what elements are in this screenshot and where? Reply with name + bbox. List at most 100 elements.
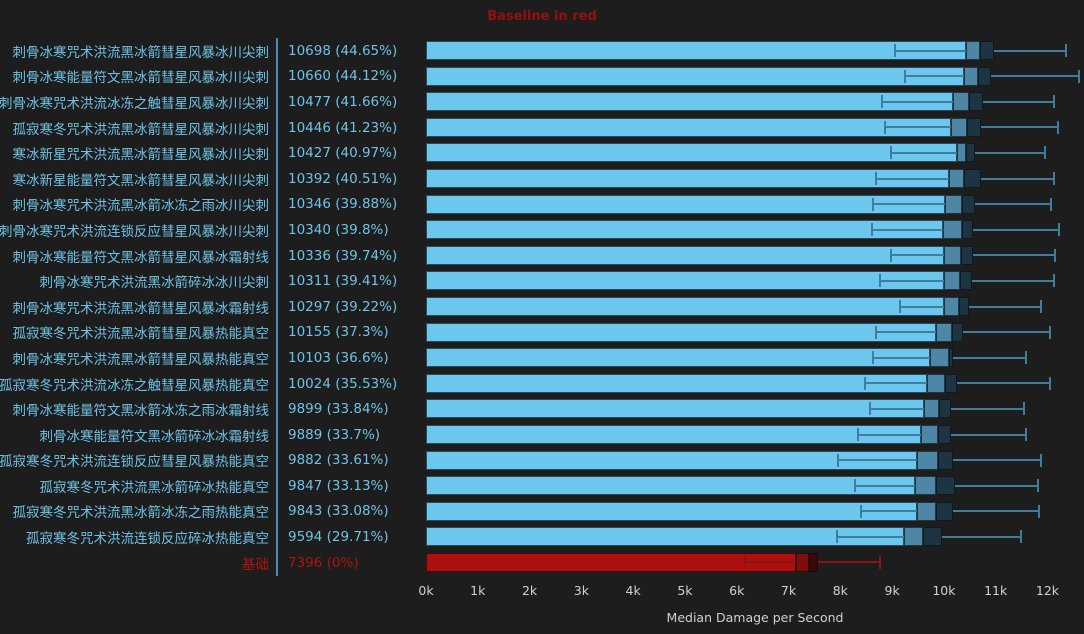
bar-row [426, 320, 1084, 346]
build-label: 刺骨冰寒咒术洪流冰冻之触彗星风暴冰川尖刺 [0, 95, 269, 112]
bar-segment-median-fill [426, 424, 921, 444]
whisker-line [875, 331, 1050, 334]
bar-segment-q1-median [935, 322, 952, 342]
build-label: 孤寂寒冬咒术洪流黑冰箭彗星风暴热能真空 [12, 326, 270, 343]
bar-segment-q1-median [930, 348, 950, 368]
dps-value: 10477 (41.66%) [288, 93, 398, 110]
whisker-cap-high [1024, 427, 1027, 441]
whisker-cap-high [1048, 376, 1051, 390]
whisker-cap-high [879, 555, 882, 569]
dps-value: 10427 (40.97%) [288, 145, 398, 162]
bar-segment-median-fill [426, 117, 951, 137]
bar-segment-q1-median [903, 527, 923, 547]
bar-segment-median-fill [426, 322, 936, 342]
bar-segment-median-fill [426, 194, 946, 214]
bar-segment-q1-median [944, 271, 960, 291]
bar-row [426, 115, 1084, 141]
bar-segment-median-q3 [935, 501, 953, 521]
bar-rows [426, 38, 1084, 575]
bar-segment-median-fill [426, 41, 966, 60]
bar-segment-q1-median [944, 296, 960, 316]
whisker-line [900, 305, 1041, 308]
whisker-cap-low [884, 120, 887, 134]
x-tick-label: 10k [932, 583, 956, 599]
bar-segment-median-fill [426, 168, 949, 188]
whisker-cap-high [1052, 95, 1055, 109]
x-tick-label: 5k [677, 583, 693, 599]
bar-row [426, 243, 1084, 269]
bar-segment-q1-median [917, 501, 936, 521]
whisker-cap-low [889, 146, 892, 160]
x-tick-label: 9k [884, 583, 900, 599]
build-label: 刺骨冰寒咒术洪流连锁反应彗星风暴冰川尖刺 [0, 223, 269, 240]
bar-segment-q1-median [943, 220, 962, 240]
bar-segment-median-fill [426, 143, 958, 163]
bar-segment-median-q3 [922, 527, 943, 547]
build-label: 孤寂寒冬咒术洪流连锁反应碎冰热能真空 [26, 531, 269, 548]
bar-row [426, 371, 1084, 397]
bar-segment-median-fill [426, 501, 918, 521]
bar-segment-median-q3 [938, 424, 951, 444]
whisker-cap-high [1024, 351, 1027, 365]
whisker-cap-low [874, 171, 877, 185]
build-label: 刺骨冰寒能量符文黑冰箭碎冰冰霜射线 [39, 428, 270, 445]
dps-value: 10446 (41.23%) [288, 119, 398, 136]
bar-segment-median-q3 [980, 41, 994, 60]
build-label: 孤寂寒冬咒术洪流黑冰箭冰冻之雨热能真空 [12, 505, 270, 522]
whisker-cap-low [899, 299, 902, 313]
x-tick-label: 7k [780, 583, 797, 599]
whisker-cap-high [1053, 248, 1056, 262]
bar-row [426, 64, 1084, 90]
bar-row [426, 166, 1084, 192]
x-axis-label: Median Damage per Second [666, 610, 844, 626]
bar-segment-q1-median [944, 245, 962, 265]
dps-value: 10660 (44.12%) [288, 68, 398, 85]
whisker-cap-high [1022, 402, 1025, 416]
bar-segment-q1-median [957, 143, 966, 163]
bar-segment-median-q3 [938, 399, 951, 419]
bar-segment-median-fill [426, 348, 931, 368]
dps-value: 10346 (39.88%) [288, 196, 398, 213]
bar-segment-q1-median [950, 117, 967, 137]
whisker-cap-low [874, 325, 877, 339]
whisker-cap-high [1064, 44, 1067, 57]
whisker-cap-high [1052, 274, 1055, 288]
dps-values-column: 10698 (44.65%) 10660 (44.12%) 10477 (41.66… [278, 38, 420, 625]
build-label: 孤寂寒冬咒术洪流黑冰箭碎冰热能真空 [39, 479, 270, 496]
bar-segment-q1-median [945, 194, 962, 214]
bar-segment-median-fill [426, 66, 964, 86]
build-label: 刺骨冰寒咒术洪流黑冰箭彗星风暴冰川尖刺 [12, 44, 270, 61]
whisker-cap-low [871, 223, 874, 237]
chart-title: Baseline in red [487, 9, 597, 24]
whisker-cap-high [1039, 453, 1042, 467]
dps-value: 9847 (33.13%) [288, 477, 389, 494]
dps-value: 10024 (35.53%) [288, 375, 398, 392]
bar-row [426, 217, 1084, 243]
x-tick-label: 12k [1035, 583, 1060, 599]
bar-row [426, 396, 1084, 422]
whisker-cap-low [889, 248, 892, 262]
whisker-cap-high [1037, 504, 1040, 518]
bar-segment-median-fill [426, 296, 945, 316]
dps-value: 10392 (40.51%) [288, 170, 398, 187]
bar-segment-median-q3 [966, 143, 976, 163]
build-label: 基础 [242, 556, 269, 573]
bar-segment-q1-median [920, 424, 939, 444]
whisker-cap-low [872, 351, 875, 365]
dps-value: 10698 (44.65%) [288, 42, 398, 59]
bar-row [426, 448, 1084, 474]
whisker-cap-high [1058, 223, 1061, 237]
x-tick-label: 1k [470, 583, 486, 599]
build-label: 刺骨冰寒咒术洪流黑冰箭碎冰冰川尖刺 [39, 275, 270, 292]
bar-segment-median-q3 [978, 66, 991, 86]
bar-segment-q1-median [796, 552, 810, 572]
bar-segment-median-fill [426, 92, 954, 112]
whisker-cap-high [1044, 146, 1047, 160]
bar-row [426, 192, 1084, 218]
whisker-cap-high [1036, 479, 1039, 493]
bar-segment-median-q3 [968, 92, 984, 112]
whisker-cap-low [894, 44, 897, 57]
whisker-cap-high [1077, 69, 1080, 83]
whisker-cap-low [903, 69, 906, 83]
